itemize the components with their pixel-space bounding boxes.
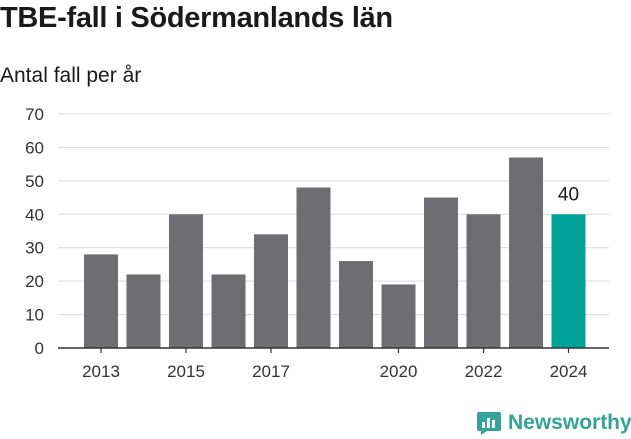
brand-name: Newsworthy <box>508 411 631 434</box>
chart-subtitle: Antal fall per år <box>0 64 142 87</box>
y-tick-label-50: 50 <box>25 172 44 191</box>
chart-title: TBE-fall i Södermanlands län <box>0 2 393 34</box>
bar-2019 <box>339 261 373 348</box>
bar-chart: 0 10 20 30 40 50 60 70 2013 2015 2017 2020 2022 2024 4… <box>25 105 609 381</box>
bar-2022 <box>466 214 501 348</box>
bar-2017 <box>254 234 288 348</box>
x-tick-label-2020: 2020 <box>380 362 418 381</box>
bar-2020 <box>381 284 416 348</box>
y-tick-label-30: 30 <box>25 239 44 258</box>
bar-2013 <box>84 254 118 348</box>
bar-2016 <box>211 274 246 348</box>
x-tick-label-2013: 2013 <box>82 362 120 381</box>
y-tick-label-70: 70 <box>25 105 44 124</box>
bar-2015 <box>169 214 203 348</box>
bar-2024 <box>551 214 586 348</box>
y-tick-label-40: 40 <box>25 205 44 224</box>
x-tick-label-2015: 2015 <box>167 362 205 381</box>
x-tick-label-2022: 2022 <box>465 362 503 381</box>
bar-2018 <box>296 187 331 348</box>
bar-2014 <box>126 274 161 348</box>
y-tick-label-60: 60 <box>25 138 44 157</box>
data-label-2024: 40 <box>558 184 579 205</box>
x-tick-label-2017: 2017 <box>252 362 290 381</box>
y-tick-label-0: 0 <box>35 339 44 358</box>
y-tick-label-10: 10 <box>25 306 44 325</box>
newsworthy-logo-icon <box>477 412 501 435</box>
y-tick-label-20: 20 <box>25 272 44 291</box>
bar-2023 <box>509 157 543 348</box>
brand-logo: Newsworthy <box>476 408 631 438</box>
x-tick-label-2024: 2024 <box>550 362 588 381</box>
bar-2021 <box>424 197 458 348</box>
